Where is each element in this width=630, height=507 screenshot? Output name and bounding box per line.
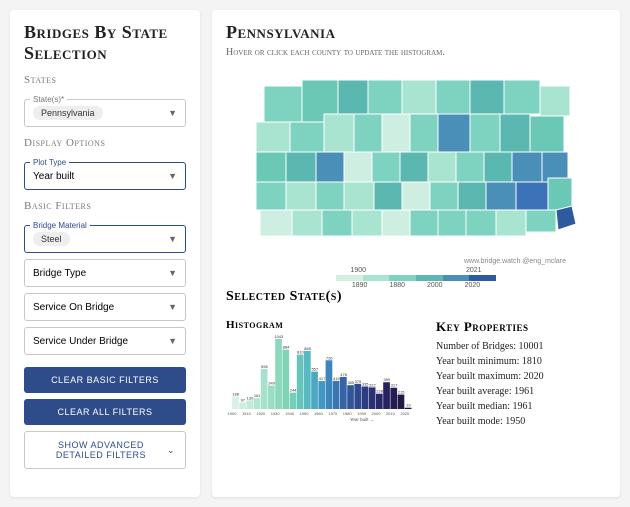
chevron-down-icon: ⌄ (167, 445, 175, 456)
svg-text:865: 865 (304, 346, 311, 351)
prop-item: Year built median: 1961 (436, 401, 606, 412)
prop-item: Year built average: 1961 (436, 386, 606, 397)
svg-text:161: 161 (254, 393, 261, 398)
advanced-filters-button[interactable]: SHOW ADVANCED DETAILED FILTERS ⌄ (24, 431, 186, 469)
service-under-label: Service Under Bridge (33, 336, 128, 347)
chevron-down-icon: ▼ (168, 234, 177, 244)
map[interactable]: www.bridge.watch @eng_mclare 19002021 18… (226, 58, 606, 289)
svg-text:Year built →: Year built → (350, 417, 374, 422)
svg-text:1930: 1930 (271, 411, 281, 416)
subtitle: Hover or click each county to update the… (226, 47, 606, 58)
svg-text:349: 349 (268, 381, 275, 386)
plot-type-label: Plot Type (30, 158, 69, 167)
sidebar-title: Bridges By State Selection (24, 22, 186, 64)
svg-text:596: 596 (261, 364, 268, 369)
svg-text:19: 19 (406, 403, 411, 408)
bridge-type-select[interactable]: Bridge Type ▼ (24, 259, 186, 287)
svg-text:322: 322 (369, 382, 376, 387)
sidebar: Bridges By State Selection States State(… (10, 10, 200, 497)
material-chip: Steel (33, 232, 70, 246)
svg-text:215: 215 (398, 390, 405, 395)
svg-text:884: 884 (283, 345, 290, 350)
svg-text:2000: 2000 (372, 411, 382, 416)
plot-type-value: Year built (33, 171, 74, 182)
display-section-label: Display Options (24, 137, 186, 149)
map-legend: 19002021 1890188020002020 (336, 267, 496, 289)
svg-text:1990: 1990 (357, 411, 367, 416)
histogram-chart[interactable]: 1889713016159634910438842448108655574177… (226, 331, 426, 426)
svg-text:1940: 1940 (285, 411, 295, 416)
bridge-type-label: Bridge Type (33, 268, 86, 279)
svg-text:1980: 1980 (343, 411, 353, 416)
svg-text:417: 417 (319, 376, 326, 381)
filters-section-label: Basic Filters (24, 200, 186, 212)
chevron-down-icon: ▼ (168, 108, 177, 118)
svg-text:1900: 1900 (228, 411, 238, 416)
prop-item: Year built minimum: 1810 (436, 356, 606, 367)
svg-text:1950: 1950 (300, 411, 310, 416)
svg-text:1970: 1970 (328, 411, 338, 416)
county-map[interactable] (246, 58, 586, 258)
chevron-down-icon: ▼ (168, 268, 177, 278)
service-on-select[interactable]: Service On Bridge ▼ (24, 293, 186, 321)
states-section-label: States (24, 74, 186, 86)
selected-states-title: Selected State(s) (226, 289, 606, 305)
svg-text:557: 557 (311, 367, 318, 372)
svg-text:1960: 1960 (314, 411, 324, 416)
chevron-down-icon: ▼ (168, 302, 177, 312)
svg-text:1920: 1920 (256, 411, 266, 416)
chevron-down-icon: ▼ (168, 336, 177, 346)
svg-text:1043: 1043 (274, 334, 284, 339)
advanced-label: SHOW ADVANCED DETAILED FILTERS (35, 440, 167, 460)
map-credit: www.bridge.watch @eng_mclare (226, 258, 606, 265)
service-on-label: Service On Bridge (33, 302, 114, 313)
histogram-title: Histogram (226, 319, 426, 331)
svg-text:1910: 1910 (242, 411, 252, 416)
main-panel: Pennsylvania Hover or click each county … (212, 10, 620, 497)
svg-text:228: 228 (376, 389, 383, 394)
clear-basic-button[interactable]: CLEAR BASIC FILTERS (24, 367, 186, 393)
prop-item: Year built maximum: 2020 (436, 371, 606, 382)
svg-text:317: 317 (391, 383, 398, 388)
svg-text:478: 478 (340, 372, 347, 377)
svg-text:726: 726 (326, 355, 333, 360)
svg-text:2020: 2020 (400, 411, 410, 416)
clear-all-button[interactable]: CLEAR ALL FILTERS (24, 399, 186, 425)
page-title: Pennsylvania (226, 22, 606, 43)
key-properties: Key Properties Number of Bridges: 10001 Y… (436, 319, 606, 431)
svg-text:2010: 2010 (386, 411, 396, 416)
svg-text:399: 399 (383, 377, 390, 382)
svg-text:244: 244 (290, 388, 297, 393)
states-field-label: State(s)* (30, 95, 67, 104)
service-under-select[interactable]: Service Under Bridge ▼ (24, 327, 186, 355)
material-label: Bridge Material (30, 221, 90, 230)
state-chip: Pennsylvania (33, 106, 103, 120)
svg-text:97: 97 (241, 397, 246, 402)
prop-item: Year built mode: 1950 (436, 416, 606, 427)
props-title: Key Properties (436, 319, 606, 335)
svg-text:188: 188 (232, 391, 239, 396)
prop-item: Number of Bridges: 10001 (436, 341, 606, 352)
histogram-section: Histogram 188971301615963491043884244810… (226, 319, 426, 431)
chevron-down-icon: ▼ (168, 171, 177, 181)
